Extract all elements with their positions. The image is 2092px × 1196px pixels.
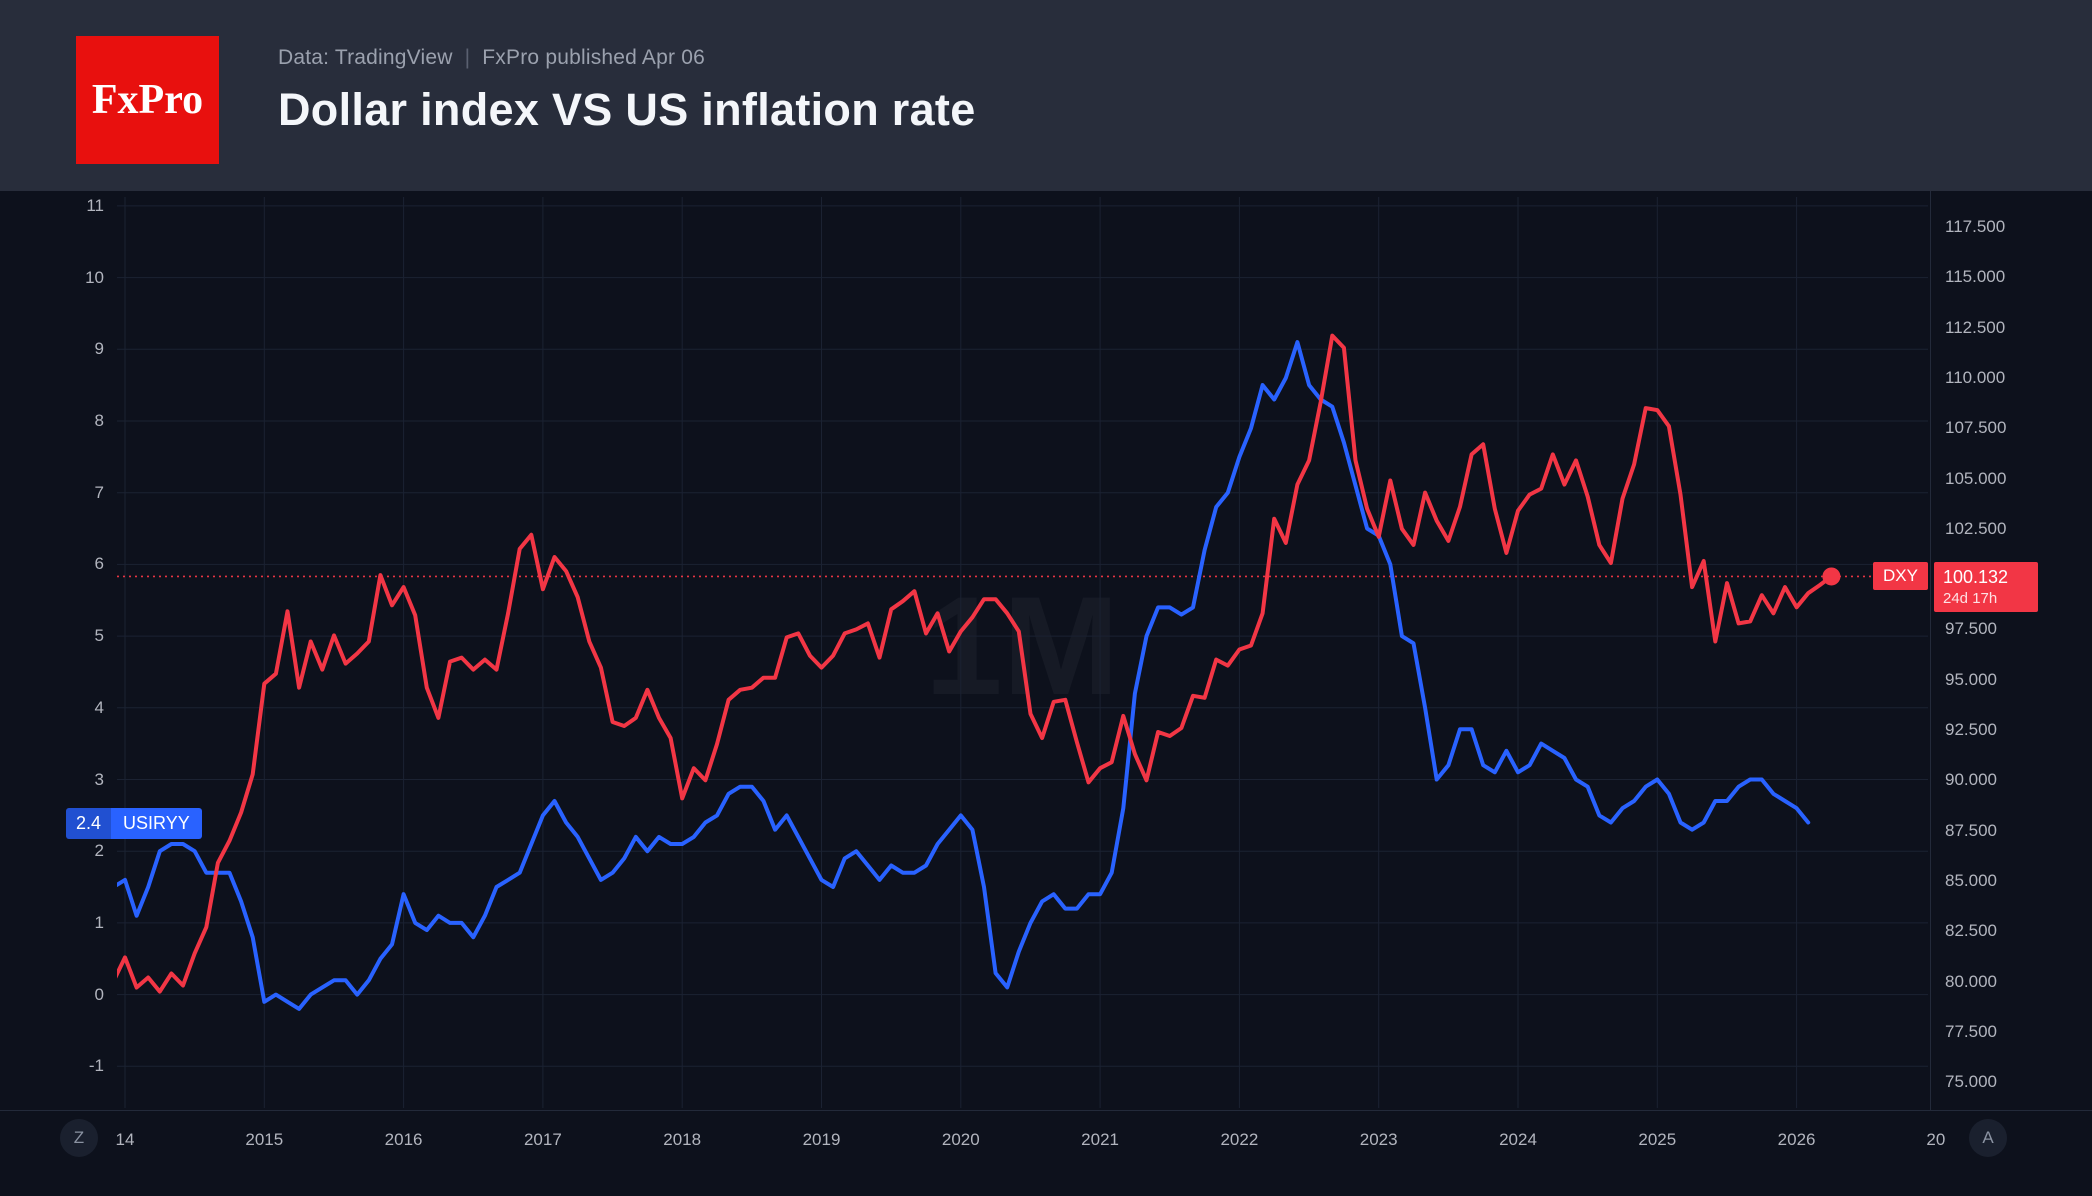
- right-axis-tick: 82.500: [1945, 921, 1997, 941]
- source-line: Data: TradingView | FxPro published Apr 06: [278, 46, 976, 70]
- right-axis-tick: 85.000: [1945, 870, 1997, 890]
- dxy-line[interactable]: [117, 333, 1834, 994]
- source-separator: |: [464, 46, 471, 69]
- right-axis-tick: 115.000: [1945, 267, 2006, 287]
- right-axis-tick: 75.000: [1945, 1072, 1997, 1092]
- header: FxPro Data: TradingView | FxPro published …: [0, 0, 2092, 191]
- left-axis-tick: 9: [94, 339, 104, 359]
- time-axis-separator: [0, 1110, 2092, 1111]
- left-axis-tick: 7: [94, 482, 104, 502]
- right-axis-tick: 92.500: [1945, 720, 1997, 739]
- left-axis-tick: 11: [86, 195, 104, 215]
- right-axis-tick: 87.500: [1945, 820, 1997, 840]
- fxpro-logo: FxPro: [76, 36, 219, 164]
- time-axis-tick: 2023: [1359, 1130, 1398, 1149]
- time-axis-tick: 2022: [1220, 1130, 1259, 1149]
- right-axis-tick: 110.000: [1945, 367, 2006, 387]
- usiryy-line[interactable]: [117, 340, 1811, 1011]
- right-axis-tick: 95.000: [1945, 669, 1997, 689]
- dxy-last-price: 100.132: [1943, 567, 2009, 588]
- left-axis-tick: 4: [94, 697, 104, 717]
- time-axis-tick: 2021: [1081, 1130, 1120, 1149]
- right-axis-tick: 90.000: [1945, 770, 1997, 790]
- usiryy-symbol-label: USIRYY: [123, 812, 190, 833]
- time-axis-tick: 2016: [384, 1130, 423, 1149]
- time-axis-tick: 2026: [1777, 1130, 1816, 1149]
- left-axis-tick: 10: [85, 267, 104, 287]
- left-axis-tick: 5: [94, 626, 104, 646]
- left-axis-tick: 0: [94, 984, 104, 1004]
- left-axis-tick: 8: [94, 411, 104, 430]
- time-axis-tick: 2017: [523, 1130, 562, 1149]
- timezone-button[interactable]: Z: [60, 1119, 98, 1157]
- right-axis-tick: 107.500: [1945, 418, 2007, 438]
- auto-scale-button[interactable]: A: [1969, 1119, 2007, 1157]
- time-axis-tick: 2015: [245, 1130, 284, 1149]
- page-title: Dollar index VS US inflation rate: [278, 84, 976, 135]
- time-axis-tick: 20: [1926, 1130, 1946, 1149]
- dxy-last-dot: [1822, 567, 1841, 586]
- left-axis-tick: 1: [94, 912, 104, 932]
- chart-plot[interactable]: [117, 197, 1928, 1108]
- right-axis-tick: 77.500: [1945, 1021, 1997, 1041]
- price-scale-separator: [1930, 191, 1931, 1110]
- time-scale[interactable]: 14 2015 2016 2017 2018 2019 2020 2021 2022 2023 20…: [0, 1111, 2092, 1196]
- right-axis-tick: 97.500: [1945, 619, 1997, 639]
- fxpro-logo-text: FxPro: [91, 77, 204, 123]
- published-date-label: FxPro published Apr 06: [482, 46, 705, 69]
- right-axis-tick: 80.000: [1945, 971, 1997, 991]
- dxy-candle-countdown: 24d 17h: [1943, 590, 1998, 608]
- right-axis-tick: 105.000: [1945, 468, 2007, 488]
- left-axis-tick: 3: [94, 769, 104, 789]
- time-axis-tick: 2020: [941, 1130, 980, 1149]
- usiryy-price-badge[interactable]: 2.4 USIRYY: [66, 807, 202, 839]
- dxy-symbol-badge[interactable]: DXY: [1873, 562, 1928, 591]
- usiryy-last-value: 2.4: [66, 807, 112, 839]
- time-axis-tick: 2024: [1499, 1130, 1537, 1149]
- time-axis-tick: 2025: [1638, 1130, 1677, 1149]
- right-axis-tick: 117.500: [1945, 217, 2006, 236]
- dxy-price-badge: 100.132 24d 17h: [1934, 562, 2038, 613]
- right-axis-tick: 102.500: [1945, 518, 2007, 538]
- left-price-scale[interactable]: 11 10 9 8 7 6 5 4 3 2 1 0 -1: [0, 191, 112, 1110]
- left-axis-tick: -1: [88, 1056, 104, 1076]
- chart-region: 1M 11 10 9 8 7 6 5 4 3 2 1 0 -1 117.500 115.000 112.50…: [0, 191, 2092, 1196]
- data-source-label: Data: TradingView: [278, 46, 453, 69]
- left-axis-tick: 2: [94, 841, 104, 861]
- header-text: Data: TradingView | FxPro published Apr 06…: [278, 46, 976, 136]
- time-axis-tick: 14: [115, 1130, 135, 1149]
- time-axis-tick: 2019: [802, 1130, 841, 1149]
- right-price-scale[interactable]: 117.500 115.000 112.500 110.000 107.500 105.0…: [1934, 191, 2092, 1110]
- left-axis-tick: 6: [94, 554, 104, 574]
- time-axis-tick: 2018: [663, 1130, 702, 1149]
- right-axis-tick: 112.500: [1945, 317, 2006, 337]
